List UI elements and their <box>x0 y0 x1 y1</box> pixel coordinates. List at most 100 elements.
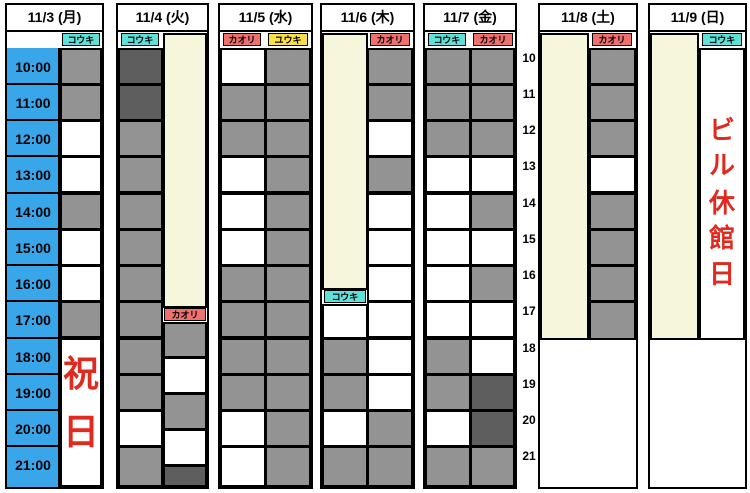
slot-busy <box>118 84 163 121</box>
slot-busy <box>470 410 515 447</box>
name-tag-kaori: カオリ <box>164 308 206 321</box>
slot-busy <box>470 446 515 487</box>
name-tag-kouki: コウキ <box>428 33 466 46</box>
slot-busy <box>322 374 368 411</box>
slot-busy <box>220 84 266 121</box>
slot-busy <box>118 48 163 85</box>
slot-busy <box>425 84 471 121</box>
slot-busy <box>60 193 102 230</box>
slot-busy <box>589 301 636 340</box>
slot-free <box>367 120 413 157</box>
slot-busy <box>163 465 207 487</box>
slot-busy <box>589 84 636 121</box>
slot-busy <box>589 193 636 230</box>
day-column-1108: 11/8 (土) カオリ <box>538 3 638 489</box>
divider <box>7 264 60 266</box>
slot-busy <box>118 229 163 266</box>
day-column-1104: 11/4 (火) コウキ カオリ <box>116 3 209 489</box>
slot-free <box>220 410 266 447</box>
divider <box>7 300 60 302</box>
time-label: 15:00 <box>15 240 51 256</box>
day-column-1103: 11/3 (月) コウキ 祝 日 10:00 11:00 12:00 13:00 14:… <box>5 3 104 489</box>
time-label: 10:00 <box>15 59 51 75</box>
slot-busy <box>60 84 102 121</box>
slot-busy <box>367 410 413 447</box>
slot-free <box>60 229 102 266</box>
time-label: 20:00 <box>15 421 51 437</box>
slot-free <box>367 301 413 338</box>
hour-mark: 18 <box>522 341 536 355</box>
slot-free <box>322 410 368 447</box>
slot-busy <box>220 338 266 375</box>
slot-free <box>425 301 471 338</box>
slot-busy <box>589 265 636 302</box>
time-label: 12:00 <box>15 131 51 147</box>
slot-free <box>220 48 266 85</box>
name-tag-kaori: カオリ <box>592 33 632 46</box>
closed-note: 館 <box>708 223 735 253</box>
slot-busy <box>163 322 207 358</box>
slot-busy <box>265 374 311 411</box>
divider <box>7 409 60 411</box>
slot-free <box>470 301 515 338</box>
slot-free <box>425 410 471 447</box>
hour-mark: 14 <box>522 196 536 210</box>
slot-busy <box>220 374 266 411</box>
closed-note: ル <box>708 150 735 180</box>
closed-note: 休 <box>708 188 735 218</box>
slot-busy <box>118 446 163 487</box>
slot-busy <box>265 301 311 338</box>
slot-busy <box>425 446 471 487</box>
shift-block <box>540 33 589 340</box>
divider <box>540 338 636 340</box>
divider <box>7 337 60 339</box>
day-header-1104: 11/4 (火) <box>118 5 207 32</box>
slot-free <box>367 229 413 266</box>
closed-block <box>699 48 745 340</box>
hour-mark: 12 <box>522 123 536 137</box>
slot-busy <box>265 410 311 447</box>
hour-mark: 17 <box>522 304 536 318</box>
day-column-1107: 11/7 (金) コウキ カオリ <box>423 3 517 489</box>
slot-free <box>425 193 471 230</box>
hour-mark: 10 <box>522 51 536 65</box>
time-label: 14:00 <box>15 204 51 220</box>
time-label: 19:00 <box>15 385 51 401</box>
time-label: 17:00 <box>15 312 51 328</box>
slot-busy <box>118 156 163 193</box>
slot-busy <box>367 446 413 487</box>
slot-free <box>220 156 266 193</box>
slot-busy <box>470 193 515 230</box>
slot-free <box>118 410 163 447</box>
divider <box>7 445 60 447</box>
slot-busy <box>470 265 515 302</box>
slot-free <box>470 338 515 375</box>
time-label: 21:00 <box>15 457 51 473</box>
slot-busy <box>220 301 266 338</box>
hour-mark: 15 <box>522 232 536 246</box>
slot-free <box>470 156 515 193</box>
slot-busy <box>425 48 471 85</box>
slot-free <box>425 156 471 193</box>
divider <box>7 155 60 157</box>
slot-busy <box>265 265 311 302</box>
holiday-note: 祝 <box>62 353 99 394</box>
day-header-1106: 11/6 (木) <box>322 5 413 32</box>
slot-busy <box>118 120 163 157</box>
day-column-1105: 11/5 (水) カオリ ユウキ <box>218 3 313 489</box>
slot-free <box>220 229 266 266</box>
day-header-1105: 11/5 (水) <box>220 5 311 32</box>
hour-mark: 16 <box>522 268 536 282</box>
divider <box>7 119 60 121</box>
slot-busy <box>60 301 102 338</box>
closed-note: ビ <box>708 115 735 145</box>
slot-busy <box>265 229 311 266</box>
holiday-block <box>60 338 102 487</box>
slot-free <box>367 193 413 230</box>
hour-mark: 20 <box>522 413 536 427</box>
hour-mark: 19 <box>522 377 536 391</box>
slot-free <box>589 156 636 193</box>
slot-free <box>367 338 413 375</box>
slot-busy <box>118 338 163 375</box>
slot-busy <box>470 374 515 411</box>
